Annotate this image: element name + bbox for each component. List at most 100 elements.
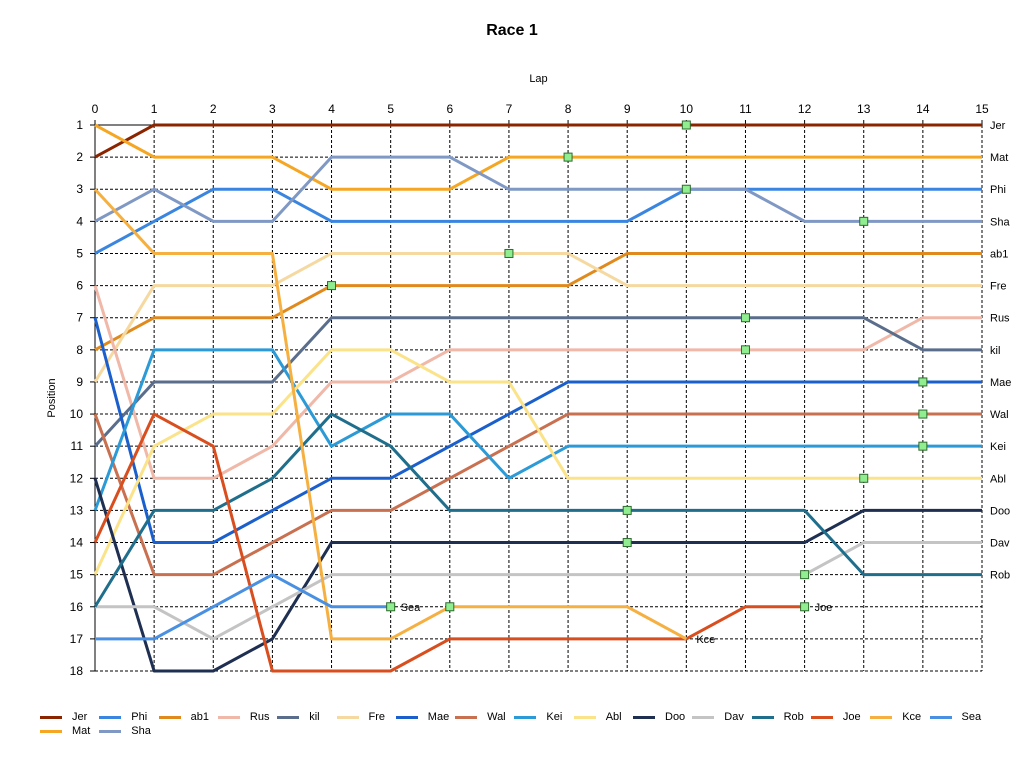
x-tick-label: 0 bbox=[92, 102, 99, 116]
legend-label: Sea bbox=[961, 711, 982, 723]
marker-kce bbox=[445, 602, 455, 612]
marker-mae bbox=[918, 377, 928, 387]
right-label-mat: Mat bbox=[990, 152, 1008, 164]
x-tick-label: 2 bbox=[210, 102, 217, 116]
legend-label: Rob bbox=[783, 711, 804, 723]
x-tick-label: 6 bbox=[446, 102, 453, 116]
legend-swatch bbox=[99, 716, 122, 719]
marker-doo bbox=[622, 538, 632, 548]
series-line-phi bbox=[94, 187, 982, 255]
marker-wal bbox=[918, 409, 928, 419]
series-line-rob bbox=[93, 412, 982, 608]
chart-title: Race 1 bbox=[486, 22, 538, 39]
legend-label: Joe bbox=[842, 711, 861, 723]
legend-swatch bbox=[217, 716, 240, 719]
legend-swatch bbox=[336, 716, 359, 719]
marker-abl bbox=[859, 473, 869, 483]
marker-sha bbox=[859, 216, 869, 226]
legend-label: Rus bbox=[249, 711, 270, 723]
y-tick-label: 1 bbox=[76, 118, 83, 132]
series-line-doo bbox=[93, 477, 982, 673]
y-tick-label: 17 bbox=[70, 632, 84, 646]
y-tick-label: 3 bbox=[76, 182, 83, 196]
series-line-abl bbox=[93, 348, 982, 576]
x-tick-label: 11 bbox=[739, 102, 752, 116]
legend-label: Kce bbox=[902, 711, 922, 723]
y-tick-label: 2 bbox=[76, 150, 83, 164]
x-tick-label: 7 bbox=[506, 102, 513, 116]
x-tick-label: 5 bbox=[387, 102, 394, 116]
marker-kei bbox=[918, 441, 928, 451]
right-label-doo: Doo bbox=[990, 505, 1010, 517]
y-tick-label: 4 bbox=[76, 214, 83, 228]
legend-swatch bbox=[514, 716, 537, 719]
legend-label: Sha bbox=[131, 725, 151, 737]
end-label-kce: Kce bbox=[696, 634, 715, 646]
marker-rob bbox=[622, 505, 632, 515]
y-tick-label: 7 bbox=[76, 311, 83, 325]
x-tick-label: 10 bbox=[680, 102, 694, 116]
legend-label: Phi bbox=[131, 711, 148, 723]
marker-ab1 bbox=[327, 281, 337, 291]
series-line-ab1 bbox=[94, 251, 982, 352]
y-tick-label: 5 bbox=[76, 246, 83, 260]
legend-swatch bbox=[158, 716, 181, 719]
y-axis-label: Position bbox=[46, 378, 58, 417]
legend-label: Jer bbox=[72, 711, 88, 723]
right-label-ab1: ab1 bbox=[990, 248, 1008, 260]
x-tick-label: 15 bbox=[975, 102, 989, 116]
legend-swatch bbox=[40, 730, 62, 733]
right-label-jer: Jer bbox=[990, 120, 1006, 132]
right-label-wal: Wal bbox=[990, 409, 1009, 421]
legend-swatch bbox=[99, 730, 122, 733]
right-label-rus: Rus bbox=[990, 313, 1010, 325]
series-line-fre bbox=[93, 251, 982, 383]
marker-rus bbox=[740, 345, 750, 355]
series-line-jer bbox=[94, 123, 982, 159]
legend-swatch bbox=[40, 716, 62, 719]
legend-swatch bbox=[810, 716, 833, 719]
right-label-kil: kil bbox=[990, 345, 1000, 357]
y-tick-label: 6 bbox=[76, 279, 83, 293]
right-label-dav: Dav bbox=[990, 538, 1010, 550]
legend-label: Wal bbox=[487, 711, 506, 723]
series-line-mat bbox=[94, 123, 982, 191]
x-tick-label: 4 bbox=[328, 102, 335, 116]
right-label-mae: Mae bbox=[990, 377, 1011, 389]
legend-label: Fre bbox=[368, 711, 386, 723]
legend-swatch bbox=[929, 716, 952, 719]
x-tick-label: 9 bbox=[624, 102, 631, 116]
legend-swatch bbox=[633, 716, 655, 719]
x-tick-label: 14 bbox=[916, 102, 930, 116]
x-tick-label: 12 bbox=[798, 102, 812, 116]
marker-sea bbox=[386, 602, 396, 612]
legend-swatch bbox=[870, 716, 893, 719]
right-label-kei: Kei bbox=[990, 441, 1006, 453]
y-tick-label: 11 bbox=[71, 439, 84, 453]
y-tick-label: 13 bbox=[70, 503, 84, 517]
legend-swatch bbox=[573, 716, 596, 719]
legend-swatch bbox=[751, 716, 774, 719]
marker-mat bbox=[563, 152, 573, 162]
x-tick-label: 3 bbox=[269, 102, 276, 116]
x-tick-label: 13 bbox=[857, 102, 871, 116]
right-label-phi: Phi bbox=[990, 184, 1006, 196]
series-line-mae bbox=[93, 317, 982, 545]
series-line-kil bbox=[93, 316, 982, 448]
y-tick-label: 9 bbox=[76, 375, 83, 389]
y-tick-label: 18 bbox=[70, 664, 84, 678]
right-label-abl: Abl bbox=[990, 473, 1006, 485]
right-label-sha: Sha bbox=[990, 216, 1010, 228]
marker-phi bbox=[681, 184, 691, 194]
legend-swatch bbox=[277, 716, 300, 719]
marker-kil bbox=[740, 313, 750, 323]
legend-label: Mae bbox=[427, 711, 450, 723]
marker-jer bbox=[681, 120, 691, 130]
marker-fre bbox=[504, 248, 514, 258]
series-line-kei bbox=[93, 348, 982, 511]
legend-label: kil bbox=[309, 711, 320, 723]
y-tick-label: 12 bbox=[70, 471, 84, 485]
x-tick-label: 8 bbox=[565, 102, 572, 116]
legend-swatch bbox=[395, 716, 418, 719]
